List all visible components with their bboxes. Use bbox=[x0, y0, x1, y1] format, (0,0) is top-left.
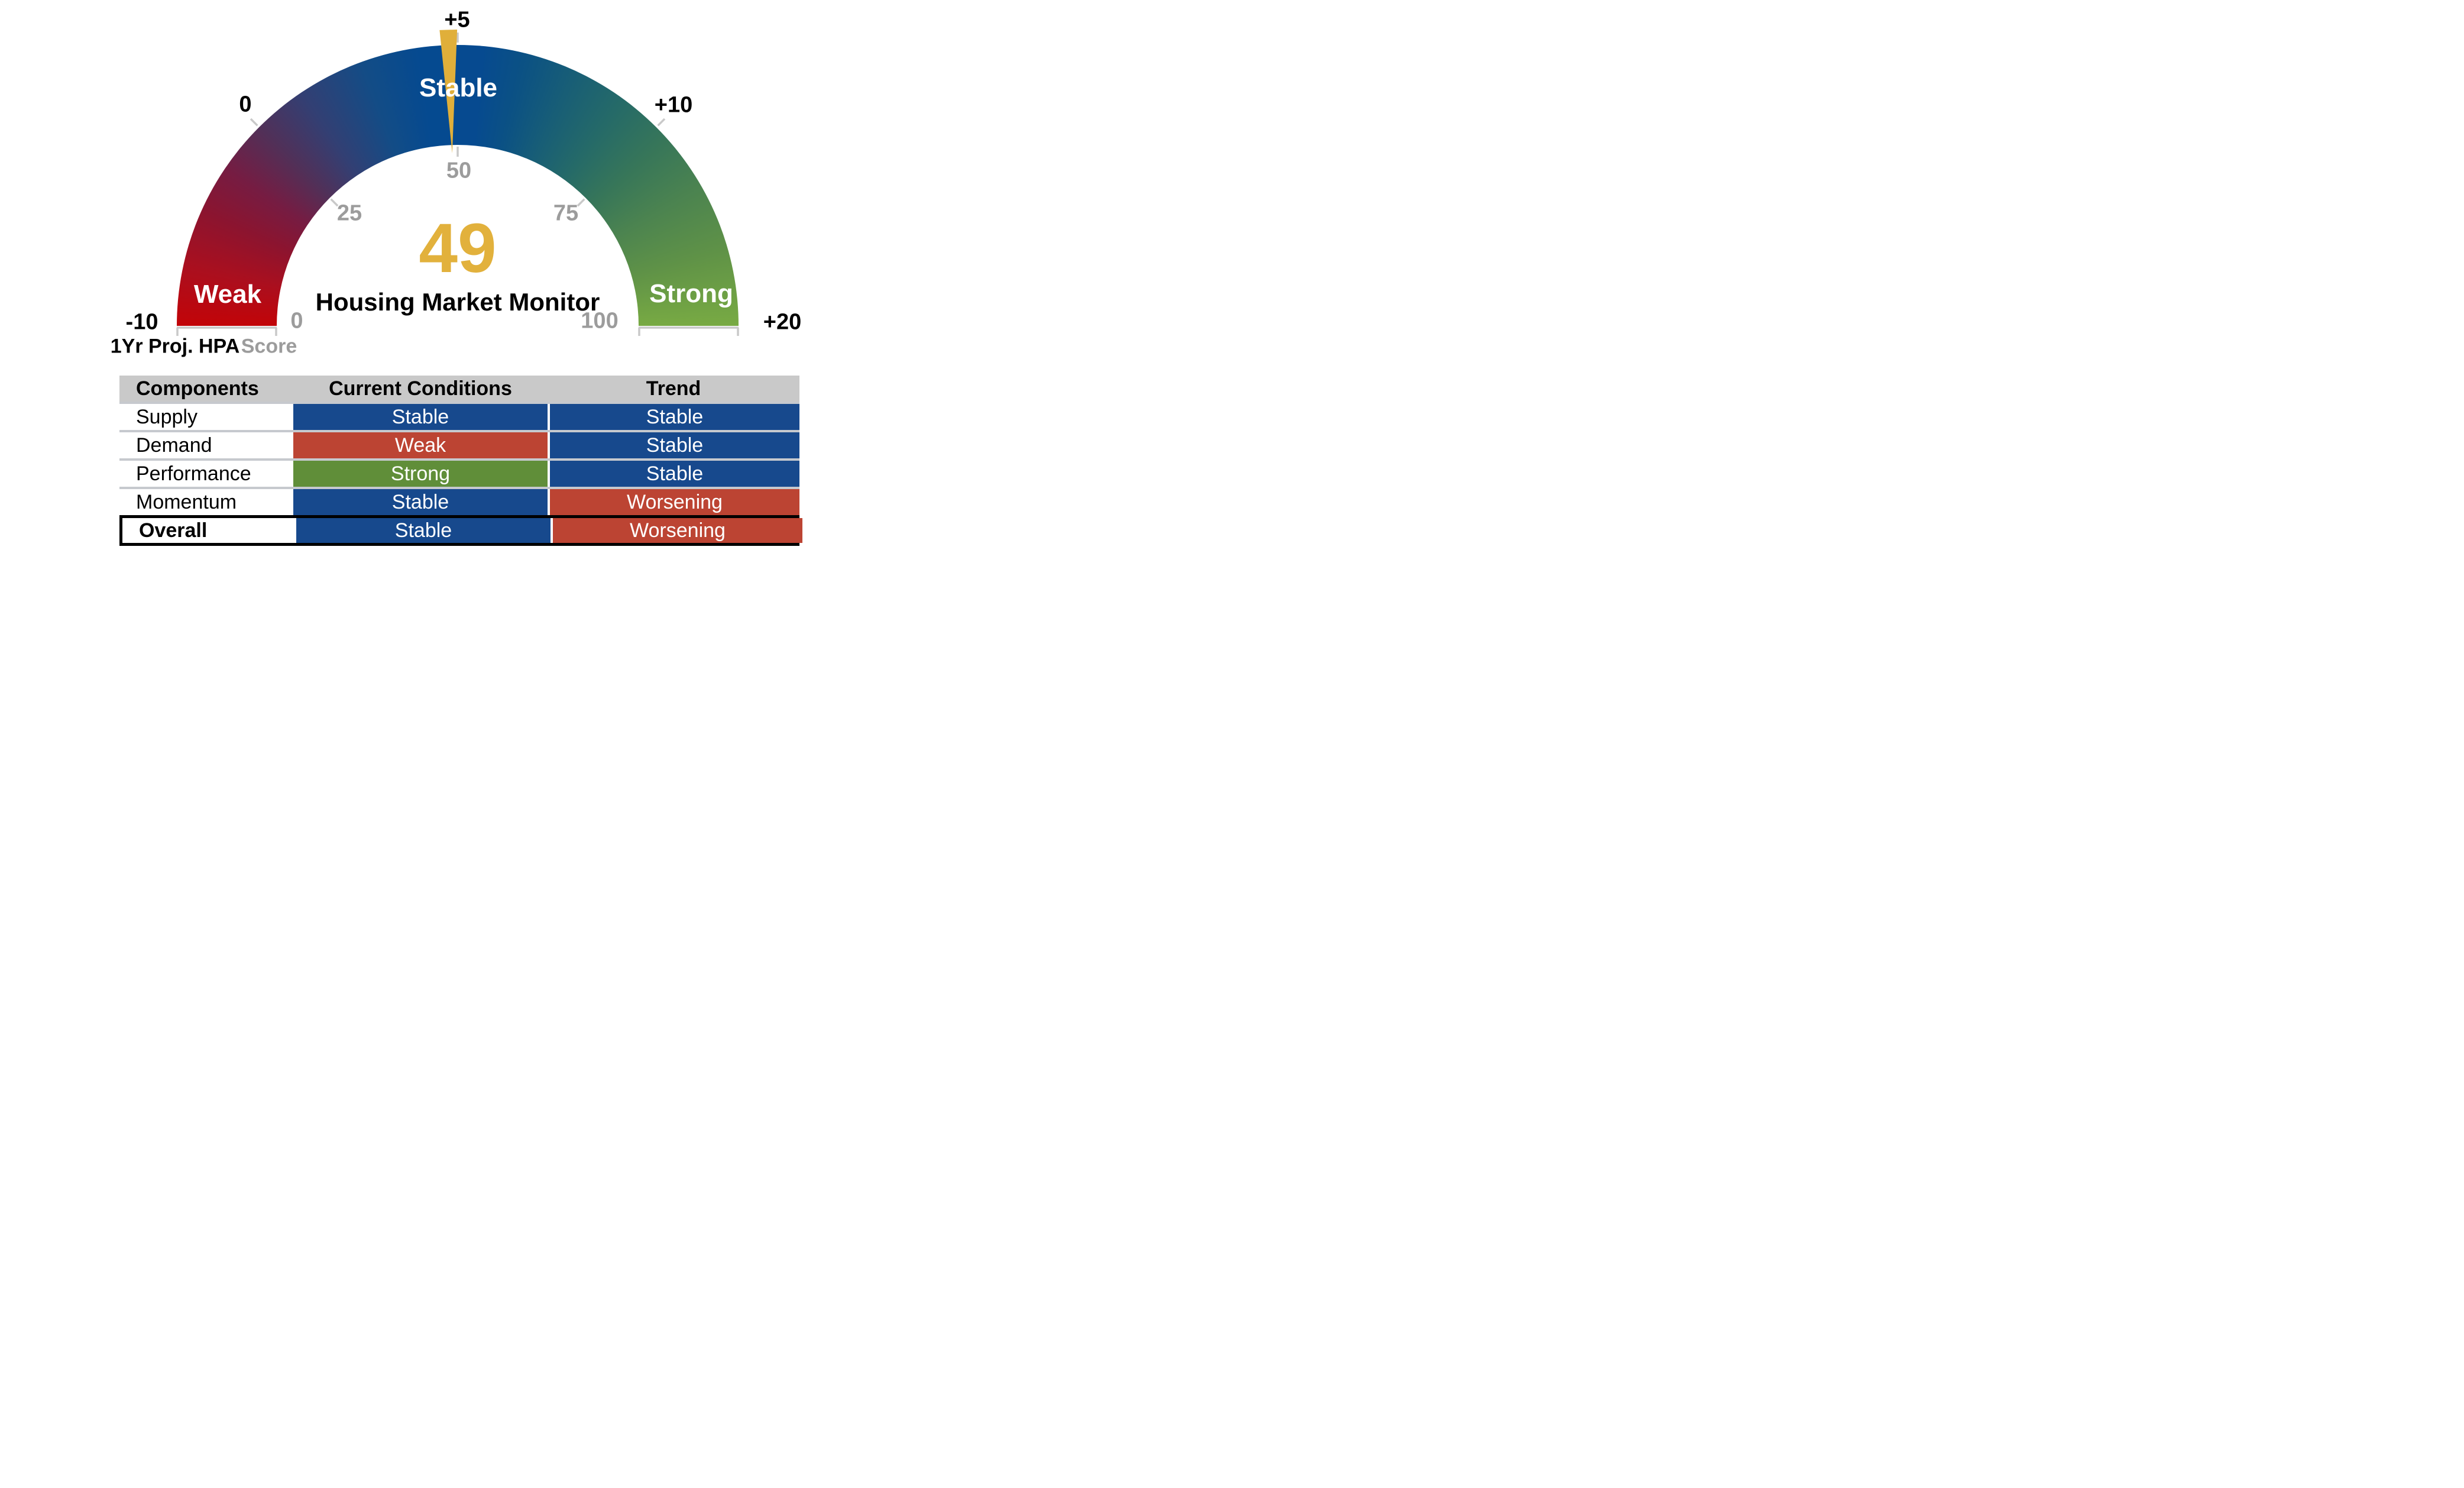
table-row-overall: Overall Stable Worsening bbox=[119, 515, 802, 546]
score-tick-label-0: 0 bbox=[290, 308, 303, 334]
current-condition-cell: Strong bbox=[293, 461, 548, 487]
component-label: Momentum bbox=[119, 489, 293, 515]
table-row-momentum: Momentum Stable Worsening bbox=[119, 487, 799, 515]
trend-cell: Stable bbox=[548, 432, 799, 458]
score-tick-label-50: 50 bbox=[446, 158, 472, 183]
hpa-tick-label-0: 0 bbox=[239, 92, 252, 117]
component-label: Supply bbox=[119, 404, 293, 430]
trend-cell: Stable bbox=[548, 461, 799, 487]
score-axis-name: Score bbox=[241, 335, 297, 358]
gauge-title: Housing Market Monitor bbox=[315, 288, 600, 316]
table-row-supply: Supply Stable Stable bbox=[119, 402, 799, 430]
housing-market-monitor-dashboard: Weak Stable Strong -10 0 +5 +10 +20 0 25… bbox=[0, 0, 914, 552]
component-label: Overall bbox=[122, 518, 296, 543]
current-condition-cell: Weak bbox=[293, 432, 548, 458]
current-condition-cell: Stable bbox=[293, 404, 548, 430]
gauge-value: 49 bbox=[419, 209, 497, 287]
component-label: Demand bbox=[119, 432, 293, 458]
hpa-tick-label-plus5: +5 bbox=[444, 7, 470, 33]
score-tick-label-75: 75 bbox=[553, 200, 579, 226]
gauge-ring-clip bbox=[0, 0, 914, 326]
current-condition-cell: Stable bbox=[296, 518, 551, 543]
table-row-demand: Demand Weak Stable bbox=[119, 430, 799, 458]
table-row-performance: Performance Strong Stable bbox=[119, 458, 799, 487]
table-header-components: Components bbox=[136, 377, 259, 400]
trend-cell: Worsening bbox=[551, 518, 802, 543]
hpa-tick-label-minus10: -10 bbox=[125, 309, 158, 335]
trend-cell: Worsening bbox=[548, 489, 799, 515]
score-tick-label-100: 100 bbox=[581, 308, 619, 334]
score-tick-label-25: 25 bbox=[336, 200, 362, 226]
table-header-current-conditions: Current Conditions bbox=[329, 377, 512, 400]
components-table: Components Current Conditions Trend Supp… bbox=[119, 376, 802, 546]
component-label: Performance bbox=[119, 461, 293, 487]
band-label-weak: Weak bbox=[193, 280, 262, 309]
band-label-strong: Strong bbox=[649, 279, 733, 308]
table-header-row: Components Current Conditions Trend bbox=[119, 376, 799, 402]
trend-cell: Stable bbox=[548, 404, 799, 430]
hpa-tick-label-plus10: +10 bbox=[654, 92, 693, 118]
table-header-trend: Trend bbox=[646, 377, 701, 400]
current-condition-cell: Stable bbox=[293, 489, 548, 515]
hpa-axis-name: 1Yr Proj. HPA bbox=[110, 335, 240, 358]
hpa-tick-label-plus20: +20 bbox=[763, 309, 802, 335]
band-label-stable: Stable bbox=[419, 73, 498, 102]
